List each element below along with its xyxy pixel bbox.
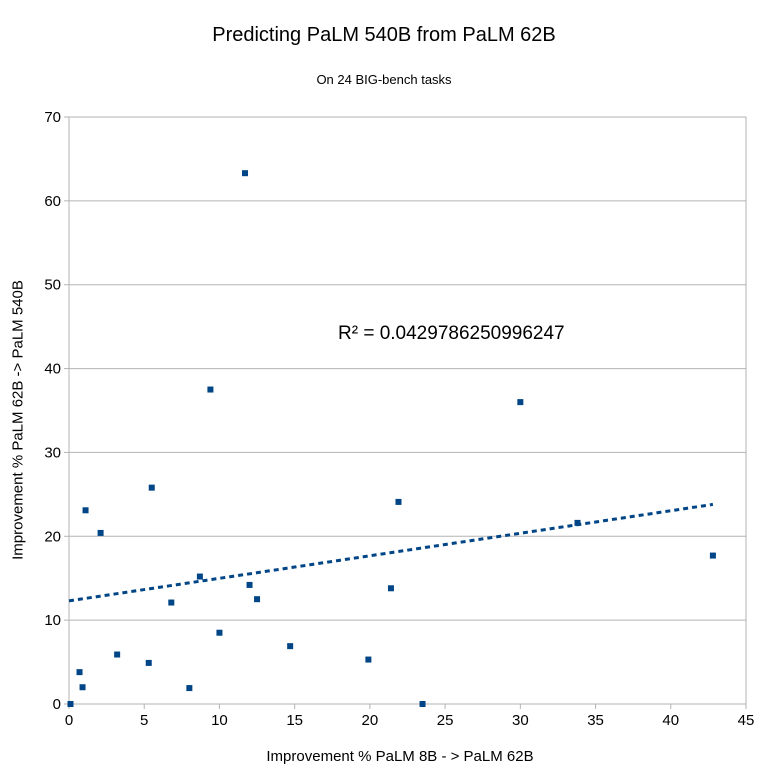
y-tick-label: 60 xyxy=(44,193,61,210)
data-point xyxy=(574,519,581,526)
data-point xyxy=(148,484,155,491)
data-point xyxy=(395,498,402,505)
data-point xyxy=(246,581,253,588)
data-point xyxy=(365,656,372,663)
data-point xyxy=(145,659,152,666)
chart-subtitle: On 24 BIG-bench tasks xyxy=(316,72,452,87)
y-tick-label: 40 xyxy=(44,361,61,378)
data-point xyxy=(709,552,716,559)
x-tick-label: 10 xyxy=(211,712,228,729)
x-tick-label: 0 xyxy=(65,712,73,729)
y-tick-label: 20 xyxy=(44,528,61,545)
x-tick-label: 15 xyxy=(286,712,303,729)
x-tick-label: 25 xyxy=(437,712,454,729)
y-tick-label: 30 xyxy=(44,444,61,461)
data-point xyxy=(82,507,89,514)
data-point xyxy=(254,596,261,603)
data-point xyxy=(216,629,223,636)
y-tick-label: 10 xyxy=(44,612,61,629)
data-point xyxy=(114,651,121,658)
data-point xyxy=(76,669,83,676)
y-tick-label: 50 xyxy=(44,277,61,294)
data-point xyxy=(287,643,294,650)
data-point xyxy=(97,529,104,536)
y-tick-label: 0 xyxy=(53,696,61,713)
data-point xyxy=(419,701,426,707)
chart-title: Predicting PaLM 540B from PaLM 62B xyxy=(212,24,556,46)
data-point xyxy=(79,684,86,691)
x-axis-label: Improvement % PaLM 8B - > PaLM 62B xyxy=(266,748,534,765)
x-tick-label: 40 xyxy=(662,712,679,729)
x-tick-label: 20 xyxy=(362,712,379,729)
data-point xyxy=(67,701,74,707)
r-squared-label: R² = 0.0429786250996247 xyxy=(338,323,565,344)
y-tick-label: 70 xyxy=(44,109,61,126)
data-point xyxy=(168,599,175,606)
data-point xyxy=(207,386,214,393)
x-tick-label: 30 xyxy=(512,712,529,729)
data-point xyxy=(517,399,524,406)
data-point xyxy=(196,573,203,580)
data-point xyxy=(242,170,249,177)
trendline xyxy=(68,502,714,603)
plot-frame xyxy=(68,116,747,705)
x-tick-label: 35 xyxy=(587,712,604,729)
x-tick-label: 45 xyxy=(738,712,755,729)
data-point xyxy=(387,585,394,592)
x-tick-label: 5 xyxy=(140,712,148,729)
data-point xyxy=(186,685,193,692)
